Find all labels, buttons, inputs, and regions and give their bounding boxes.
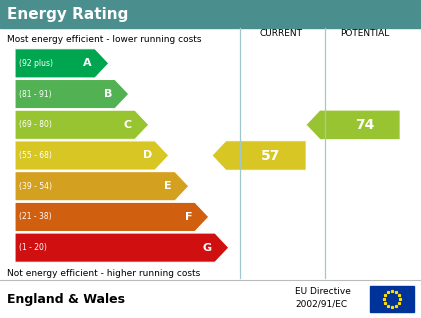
Polygon shape	[306, 110, 400, 139]
Bar	[370, 286, 414, 312]
Text: E: E	[164, 181, 172, 191]
Text: CURRENT: CURRENT	[259, 29, 303, 38]
Text: (55 - 68): (55 - 68)	[19, 151, 52, 160]
Polygon shape	[15, 172, 189, 201]
Text: (1 - 20): (1 - 20)	[19, 243, 47, 252]
Text: Most energy efficient - lower running costs: Most energy efficient - lower running co…	[7, 36, 202, 45]
Text: Not energy efficient - higher running costs: Not energy efficient - higher running co…	[7, 268, 200, 278]
Polygon shape	[15, 80, 129, 109]
Text: C: C	[124, 120, 132, 130]
Text: (81 - 91): (81 - 91)	[19, 90, 52, 99]
Text: (69 - 80): (69 - 80)	[19, 120, 52, 129]
Polygon shape	[15, 49, 109, 78]
Text: 57: 57	[261, 149, 281, 162]
Text: Energy Rating: Energy Rating	[7, 6, 128, 22]
Text: EU Directive: EU Directive	[295, 287, 351, 296]
Text: A: A	[83, 59, 92, 68]
Polygon shape	[15, 233, 229, 262]
Text: (39 - 54): (39 - 54)	[19, 182, 52, 191]
Polygon shape	[212, 141, 306, 170]
Text: G: G	[203, 243, 212, 252]
Text: 74: 74	[355, 118, 375, 132]
Polygon shape	[15, 110, 149, 139]
Text: (92 plus): (92 plus)	[19, 59, 53, 68]
Text: B: B	[104, 89, 112, 99]
Bar	[0, 0, 421, 28]
Polygon shape	[15, 202, 209, 232]
Text: England & Wales: England & Wales	[7, 293, 125, 306]
Text: POTENTIAL: POTENTIAL	[340, 29, 389, 38]
Text: F: F	[184, 212, 192, 222]
Polygon shape	[15, 141, 169, 170]
Text: 2002/91/EC: 2002/91/EC	[295, 300, 347, 308]
Text: (21 - 38): (21 - 38)	[19, 212, 52, 221]
Text: D: D	[143, 150, 152, 161]
